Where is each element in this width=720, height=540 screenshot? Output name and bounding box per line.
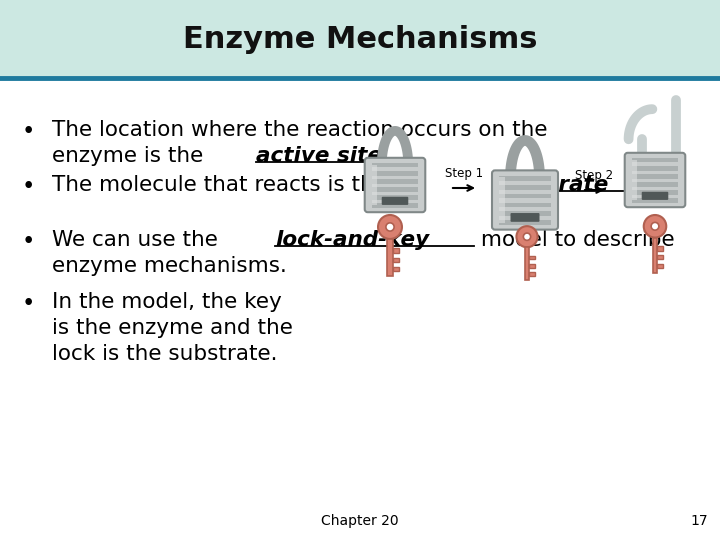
- Text: The molecule that reacts is the: The molecule that reacts is the: [52, 175, 394, 195]
- Circle shape: [651, 222, 659, 230]
- Circle shape: [386, 223, 394, 231]
- Bar: [372, 165, 377, 205]
- Bar: [631, 158, 678, 163]
- Bar: [499, 220, 551, 225]
- Bar: [529, 264, 534, 268]
- Text: lock-and-key: lock-and-key: [275, 230, 429, 250]
- Text: •: •: [22, 292, 35, 315]
- Bar: [499, 211, 551, 216]
- FancyBboxPatch shape: [492, 171, 558, 230]
- Text: 17: 17: [690, 514, 708, 528]
- Bar: [392, 267, 399, 272]
- Circle shape: [644, 215, 666, 238]
- Bar: [392, 248, 399, 253]
- FancyBboxPatch shape: [642, 192, 668, 200]
- Bar: [657, 255, 663, 259]
- Text: model to describe: model to describe: [474, 230, 675, 250]
- Text: Enzyme Mechanisms: Enzyme Mechanisms: [183, 24, 537, 53]
- Text: .: .: [643, 175, 650, 195]
- Text: Step 1: Step 1: [445, 167, 483, 180]
- Text: active site: active site: [256, 146, 382, 166]
- Bar: [631, 174, 678, 179]
- Bar: [525, 247, 529, 280]
- Text: •: •: [22, 175, 35, 198]
- Bar: [0, 0, 720, 78]
- Bar: [387, 239, 392, 276]
- Bar: [657, 264, 663, 268]
- Text: .: .: [418, 146, 426, 166]
- Circle shape: [516, 226, 538, 247]
- Text: Chapter 20: Chapter 20: [321, 514, 399, 528]
- Bar: [529, 272, 534, 276]
- Text: In the model, the key: In the model, the key: [52, 292, 282, 312]
- FancyBboxPatch shape: [510, 213, 539, 222]
- Text: enzyme is the: enzyme is the: [52, 146, 210, 166]
- FancyBboxPatch shape: [365, 158, 426, 212]
- Bar: [372, 171, 418, 176]
- Bar: [372, 163, 418, 167]
- Bar: [372, 187, 418, 192]
- Text: enzyme mechanisms.: enzyme mechanisms.: [52, 256, 287, 276]
- Bar: [392, 258, 399, 262]
- Text: We can use the: We can use the: [52, 230, 225, 250]
- Bar: [652, 238, 657, 273]
- Bar: [499, 202, 551, 207]
- Text: lock is the substrate.: lock is the substrate.: [52, 344, 277, 364]
- Text: Step 2: Step 2: [575, 169, 613, 182]
- Bar: [631, 198, 678, 203]
- Text: substrate: substrate: [493, 175, 609, 195]
- Bar: [657, 246, 663, 251]
- Bar: [372, 204, 418, 208]
- Bar: [372, 195, 418, 200]
- Bar: [529, 255, 534, 259]
- Text: is the enzyme and the: is the enzyme and the: [52, 318, 293, 338]
- Bar: [499, 177, 505, 222]
- Bar: [372, 179, 418, 184]
- Bar: [631, 166, 678, 171]
- Bar: [631, 160, 637, 200]
- FancyBboxPatch shape: [382, 197, 408, 205]
- Circle shape: [378, 215, 402, 239]
- Bar: [499, 185, 551, 190]
- Bar: [499, 176, 551, 181]
- Text: •: •: [22, 120, 35, 143]
- Bar: [631, 190, 678, 195]
- Text: The location where the reaction occurs on the: The location where the reaction occurs o…: [52, 120, 547, 140]
- Circle shape: [523, 233, 531, 240]
- Bar: [631, 183, 678, 187]
- Text: •: •: [22, 230, 35, 253]
- Bar: [499, 194, 551, 199]
- FancyBboxPatch shape: [625, 153, 685, 207]
